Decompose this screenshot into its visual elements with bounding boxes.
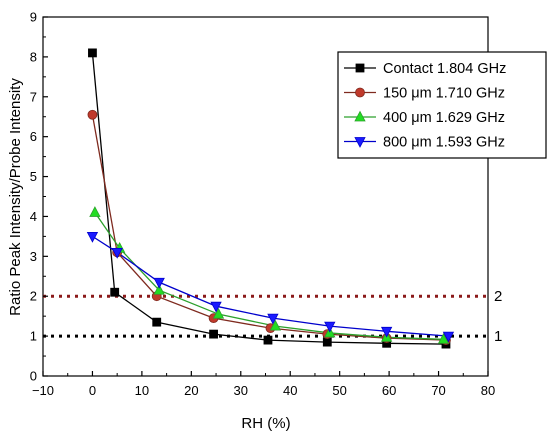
data-point	[269, 319, 282, 331]
series-line	[91, 52, 446, 345]
legend-marker	[355, 87, 365, 98]
data-point	[380, 326, 393, 338]
y-axis: 0 1 2 3 4 5 6 7 8 9	[30, 10, 48, 384]
x-tick-label: 70	[431, 383, 445, 398]
data-point	[322, 337, 332, 347]
y-tick-label: 9	[30, 10, 37, 25]
y-tick-label: 6	[30, 129, 37, 144]
data-point	[212, 307, 225, 319]
reference-line-label: 1	[494, 328, 502, 345]
legend-marker	[355, 63, 365, 73]
series-markers	[86, 48, 455, 349]
x-tick-label: 0	[89, 383, 96, 398]
y-tick-label: 0	[30, 369, 37, 384]
x-tick-label: 60	[382, 383, 396, 398]
data-point	[153, 283, 165, 295]
legend-marker	[354, 137, 366, 148]
x-tick-label: 80	[481, 383, 495, 398]
legend: Contact 1.804 GHz 150 μm 1.710 GHz 400 μm …	[337, 51, 547, 159]
series-line	[94, 212, 444, 340]
y-tick-label: 5	[30, 169, 37, 184]
x-tick-label: 30	[234, 383, 248, 398]
legend-label: Contact 1.804 GHz	[383, 61, 506, 77]
y-tick-label: 8	[30, 49, 37, 64]
x-tick-label: 10	[135, 383, 149, 398]
x-tick-label: 40	[283, 383, 297, 398]
x-tick-label: 50	[332, 383, 346, 398]
data-point	[152, 317, 162, 327]
data-point	[110, 287, 120, 297]
data-point	[267, 313, 279, 325]
y-tick-label: 7	[30, 89, 37, 104]
x-tick-label: 20	[184, 383, 198, 398]
y-tick-label: 4	[30, 209, 37, 224]
data-point	[153, 277, 165, 289]
series-lines	[91, 52, 449, 345]
y-tick-label: 2	[30, 289, 37, 304]
data-point	[87, 109, 98, 120]
data-point	[209, 329, 218, 339]
data-point	[263, 335, 273, 345]
legend-marker	[354, 110, 366, 122]
legend-box	[337, 51, 547, 159]
data-point	[210, 301, 222, 313]
data-point	[111, 247, 123, 259]
legend-label: 800 μm 1.593 GHz	[383, 135, 505, 151]
data-point	[324, 321, 336, 333]
series-line	[92, 235, 449, 337]
data-point	[89, 206, 101, 217]
data-point	[442, 331, 455, 343]
y-axis-title: Ratio Peak Intensity/Probe Intensity	[7, 78, 24, 316]
data-point	[88, 48, 97, 58]
data-point	[86, 231, 99, 243]
x-tick-label: −10	[32, 383, 54, 398]
data-point	[437, 332, 450, 344]
series-line	[91, 114, 446, 341]
y-tick-label: 1	[30, 329, 37, 344]
reference-line-label: 2	[494, 288, 502, 305]
x-axis-title: RH (%)	[241, 415, 290, 432]
x-axis: −10 0 10 20 30 40 50 60 70 80	[32, 371, 495, 398]
legend-label: 400 μm 1.629 GHz	[383, 110, 505, 126]
legend-label: 150 μm 1.710 GHz	[383, 86, 505, 102]
y-tick-label: 3	[30, 249, 37, 264]
